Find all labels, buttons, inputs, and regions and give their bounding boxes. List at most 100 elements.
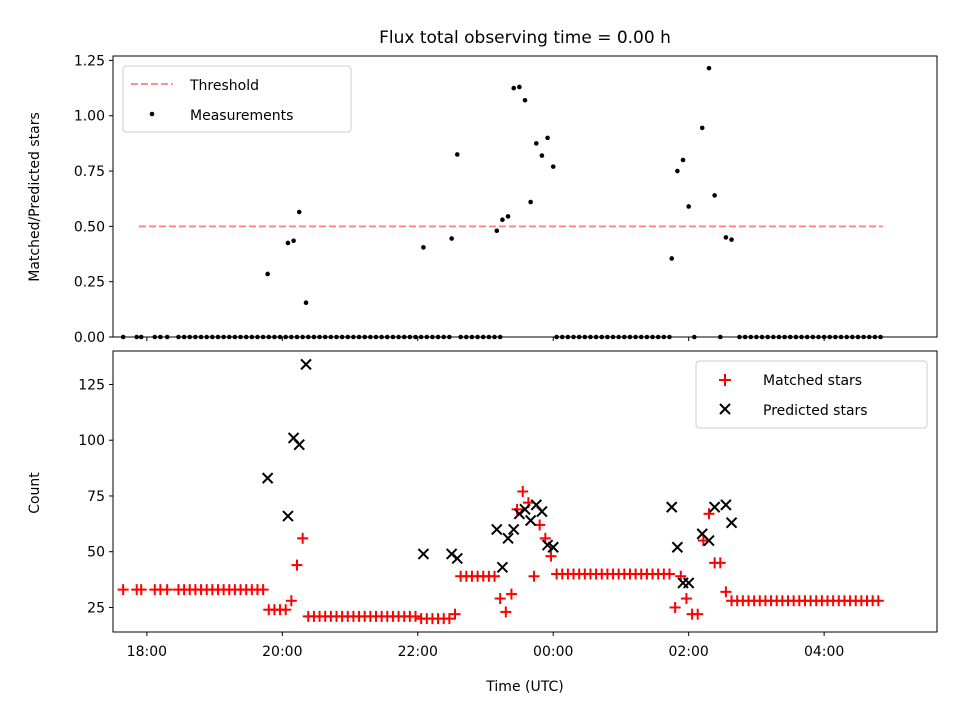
matched-star-point (697, 535, 709, 547)
predicted-star-point (417, 548, 430, 560)
matched-star-point (663, 568, 675, 580)
matched-star-point (285, 595, 297, 607)
predicted-star-point (261, 472, 274, 484)
bottom-legend-box (695, 360, 928, 429)
top-y-axis-label: Matched/Predicted stars (27, 112, 43, 282)
predicted-legend-swatch (719, 403, 731, 415)
matched-star-point (297, 532, 309, 544)
matched-star-point (517, 486, 529, 497)
top-y-tick-label: 1.25 (74, 53, 105, 69)
measurement-point (680, 157, 686, 163)
bottom-x-tick-label: 02:00 (668, 644, 708, 660)
matched-star-point (489, 570, 501, 582)
matched-star-point (291, 559, 303, 571)
measurement-point (449, 236, 454, 241)
bottom-plot-area (117, 358, 884, 625)
matched-star-point (161, 584, 173, 596)
predicted-star-point (524, 514, 537, 527)
matched-star-point (872, 595, 884, 607)
matched-star-point (135, 584, 147, 596)
matched-star-point (410, 610, 422, 622)
bottom-y-ticks: 25 50 75 100 125 (78, 377, 113, 616)
measurement-point (712, 193, 717, 198)
predicted-star-point (547, 541, 559, 553)
measurement-point (706, 65, 712, 71)
predicted-star-point (496, 561, 509, 574)
bottom-y-tick-label: 25 (87, 600, 105, 616)
bottom-y-tick-label: 50 (87, 545, 105, 561)
predicted-star-point (666, 501, 678, 513)
measurement-point (494, 228, 500, 234)
matched-star-point (500, 606, 512, 618)
bottom-y-tick-label: 100 (78, 433, 105, 449)
measurement-point (528, 199, 533, 205)
measurement-point (511, 85, 517, 91)
predicted-star-point (293, 438, 305, 451)
top-chart-title: Flux total observing time = 0.00 h (379, 28, 671, 48)
matched-star-point (443, 613, 455, 625)
measurement-point (296, 209, 302, 215)
predicted-star-point (708, 501, 721, 513)
predicted-star-point (502, 532, 514, 545)
measurement-point (729, 237, 734, 242)
bottom-x-tick-label: 20:00 (262, 644, 302, 660)
measurement-point (454, 152, 460, 157)
measurement-point (545, 135, 550, 141)
measurement-point (723, 235, 729, 240)
measurement-point (522, 97, 528, 103)
measurement-point (533, 141, 539, 146)
measurement-point (669, 256, 675, 261)
top-y-tick-label: 0.00 (74, 330, 105, 346)
bottom-x-ticks: 18:00 20:00 22:00 00:00 02:00 04:00 (127, 632, 844, 660)
predicted-star-point (682, 577, 695, 589)
top-y-tick-label: 0.75 (74, 164, 105, 180)
matched-legend-label: Matched stars (763, 373, 862, 389)
measurement-point (291, 238, 296, 244)
predicted-star-point (725, 517, 738, 529)
matched-star-point (528, 570, 540, 582)
predicted-star-point (671, 541, 684, 553)
predicted-star-point (536, 505, 548, 518)
top-legend-box (122, 65, 352, 133)
top-y-ticks: 0.00 0.25 0.50 0.75 1.00 1.25 (74, 53, 113, 346)
matched-star-point (720, 586, 732, 598)
top-y-tick-label: 1.00 (74, 109, 105, 125)
bottom-y-axis-label: Count (27, 472, 43, 514)
matched-star-point (511, 503, 523, 515)
measurement-point (686, 204, 691, 209)
top-y-tick-label: 0.25 (74, 275, 105, 291)
threshold-legend-label: Threshold (189, 78, 259, 94)
predicted-star-point (491, 523, 503, 536)
bottom-x-tick-label: 00:00 (533, 644, 573, 660)
top-x-ticks (146, 337, 825, 341)
matched-star-point (545, 550, 557, 562)
matched-legend-swatch (719, 374, 731, 386)
top-plot-frame (112, 55, 938, 338)
measurement-point (699, 125, 705, 131)
bottom-plot-frame (112, 350, 938, 633)
measurement-point (421, 245, 426, 250)
bottom-x-tick-label: 18:00 (127, 644, 167, 660)
bottom-y-tick-label: 125 (78, 377, 105, 393)
bottom-x-tick-label: 22:00 (398, 644, 438, 660)
matched-star-point (494, 593, 506, 605)
matched-star-point (117, 584, 129, 596)
measurement-point (303, 300, 309, 306)
measurement-point (505, 214, 511, 219)
measurement-point (675, 168, 680, 174)
predicted-star-point (720, 499, 732, 511)
measurements-legend-swatch (149, 111, 155, 117)
predicted-star-point (519, 503, 531, 516)
bottom-x-tick-label: 04:00 (804, 644, 844, 660)
predicted-star-point (703, 534, 715, 547)
matched-star-point (257, 584, 269, 596)
matched-star-point (692, 608, 704, 620)
predicted-legend-label: Predicted stars (763, 403, 868, 419)
measurement-point (517, 84, 522, 90)
measurement-point (265, 271, 270, 277)
measurement-point (285, 240, 291, 246)
matched-star-point (680, 593, 692, 605)
matched-star-point (669, 601, 681, 613)
matched-star-point (505, 588, 517, 600)
